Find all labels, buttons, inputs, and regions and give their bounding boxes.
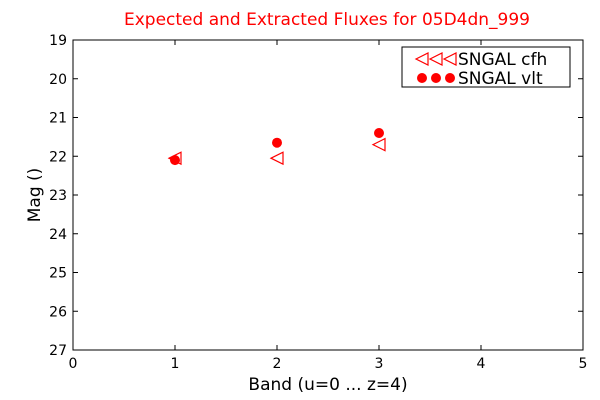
y-tick-label: 23 [49,188,67,204]
legend-marker-sngal-vlt [417,73,427,83]
y-tick-label: 19 [49,33,67,49]
series-sngal-vlt [170,128,384,166]
y-axis-ticks: 19 20 21 22 23 24 25 26 27 [49,33,583,359]
x-tick-label: 3 [375,356,384,372]
x-tick-label: 0 [69,356,78,372]
legend-marker-sngal-vlt [431,73,441,83]
x-axis-ticks: 0 1 2 3 4 5 [69,40,588,372]
legend-label-sngal-vlt: SNGAL vlt [458,69,543,89]
plot-frame [72,39,584,351]
y-tick-label: 27 [49,343,67,359]
legend-marker-sngal-cfh [442,52,457,66]
y-axis-label: Mag () [25,168,45,223]
y-tick-label: 21 [49,111,67,127]
sngal-vlt-point [170,155,180,166]
sngal-cfh-point [371,137,386,152]
y-tick-label: 24 [49,227,67,243]
y-tick-label: 20 [49,72,67,88]
chart-title: Expected and Extracted Fluxes for 05D4dn… [124,10,530,30]
sngal-vlt-point [272,137,282,148]
y-tick-label: 26 [49,304,67,320]
x-tick-label: 1 [171,356,180,372]
x-tick-label: 2 [273,356,282,372]
sngal-cfh-point [269,151,284,166]
sngal-vlt-point [374,128,384,138]
legend-box [401,46,571,88]
legend-label-sngal-cfh: SNGAL cfh [458,50,547,70]
legend-marker-sngal-cfh [428,52,443,66]
legend-marker-sngal-cfh [414,52,429,66]
x-tick-label: 4 [477,356,486,372]
y-tick-label: 22 [49,149,67,165]
x-tick-label: 5 [579,356,588,372]
legend-marker-sngal-vlt [445,73,455,83]
data-marks [167,128,386,166]
x-axis-label: Band (u=0 ... z=4) [248,375,407,395]
y-tick-label: 25 [49,266,67,282]
